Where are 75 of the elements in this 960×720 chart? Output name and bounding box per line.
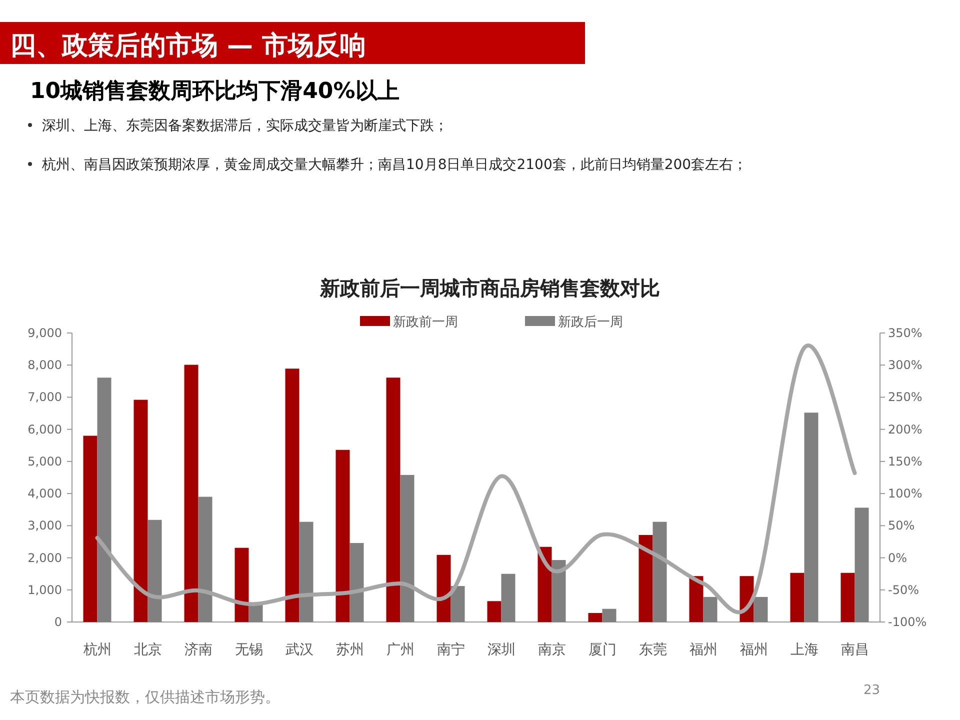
- y-tick-label: 8,000: [28, 358, 62, 372]
- text: 23: [863, 683, 880, 698]
- x-tick-label: 深圳: [487, 642, 516, 658]
- x-tick-label: 济南: [184, 642, 212, 658]
- x-tick-label: 东莞: [638, 642, 667, 658]
- x-tick-label: 无锡: [234, 642, 263, 658]
- y2-tick-label: 200%: [888, 422, 922, 436]
- bar: [501, 574, 516, 622]
- bar: [754, 596, 768, 622]
- bar: [487, 601, 502, 622]
- y2-tick-label: 0%: [888, 550, 908, 565]
- x-tick-label: 杭州: [82, 642, 112, 658]
- bar: [840, 572, 855, 622]
- x-tick-label: 南京: [538, 642, 566, 658]
- legend-label: 新政后一周: [558, 315, 623, 330]
- text: 深圳、上海、东莞因备案数据滞后，实际成交量皆为断崖式下跌；: [42, 117, 448, 134]
- x-tick-label: 福州: [689, 642, 718, 658]
- bar: [234, 548, 249, 622]
- x-tick-label: 福州: [740, 642, 768, 658]
- chart-title: 新政前后一周城市商品房销售套数对比: [319, 276, 660, 300]
- y2-tick-label: 350%: [888, 326, 922, 340]
- bar: [638, 534, 653, 622]
- y2-tick-label: 300%: [888, 358, 922, 372]
- bar: [97, 378, 112, 622]
- y2-tick-label: -100%: [888, 615, 927, 629]
- text: 四、政策后的市场 — 市场反响: [10, 31, 366, 61]
- bar: [790, 572, 804, 622]
- y-tick-label: 1,000: [28, 582, 62, 597]
- bar: [854, 508, 869, 622]
- y-tick-label: 5,000: [28, 454, 62, 468]
- bar: [285, 368, 300, 622]
- y-tick-label: 0: [54, 615, 62, 629]
- bar: [552, 560, 566, 622]
- x-tick-label: 广州: [386, 642, 414, 658]
- y2-tick-label: -50%: [888, 582, 920, 597]
- bar: [588, 613, 602, 622]
- y2-tick-label: 100%: [888, 486, 922, 501]
- bar: [450, 586, 465, 622]
- y-tick-label: 7,000: [28, 390, 62, 404]
- bar: [83, 436, 98, 622]
- x-tick-label: 武汉: [285, 642, 314, 658]
- bar: [538, 546, 552, 622]
- bar: [299, 522, 314, 622]
- bar: [148, 520, 162, 622]
- bar: [350, 543, 364, 622]
- x-tick-label: 苏州: [336, 642, 364, 658]
- text: 10城销售套数周环比均下滑40%以上: [30, 79, 400, 104]
- y2-tick-label: 50%: [888, 518, 915, 533]
- bar: [652, 522, 667, 622]
- bar: [602, 608, 616, 622]
- bar: [336, 450, 350, 622]
- bar: [703, 596, 718, 622]
- x-tick-label: 上海: [790, 642, 818, 658]
- y-tick-label: 3,000: [28, 518, 62, 533]
- x-tick-label: 南宁: [436, 642, 465, 658]
- y-tick-label: 6,000: [28, 422, 62, 436]
- x-tick-label: 厦门: [588, 642, 616, 658]
- legend-label: 新政前一周: [393, 315, 458, 330]
- text: 杭州、南昌因政策预期浓厚，黄金周成交量大幅攀升；南昌10月8日单日成交2100套，此前日均销量200套左右；: [41, 157, 748, 173]
- y-tick-label: 2,000: [28, 550, 62, 565]
- bar: [198, 496, 212, 622]
- text: 本页数据为快报数，仅供描述市场形势。: [10, 688, 280, 706]
- y-tick-label: 4,000: [28, 486, 62, 501]
- y-tick-label: 9,000: [28, 326, 62, 340]
- bar: [386, 378, 400, 622]
- bar: [134, 400, 148, 622]
- bar: [400, 474, 414, 622]
- bar: [804, 412, 818, 622]
- bar: [184, 364, 198, 622]
- x-tick-label: 北京: [134, 642, 162, 658]
- y2-tick-label: 150%: [888, 454, 922, 468]
- bar: [689, 576, 704, 622]
- x-tick-label: 南昌: [840, 642, 869, 658]
- y2-tick-label: 250%: [888, 390, 922, 404]
- bar: [436, 554, 451, 622]
